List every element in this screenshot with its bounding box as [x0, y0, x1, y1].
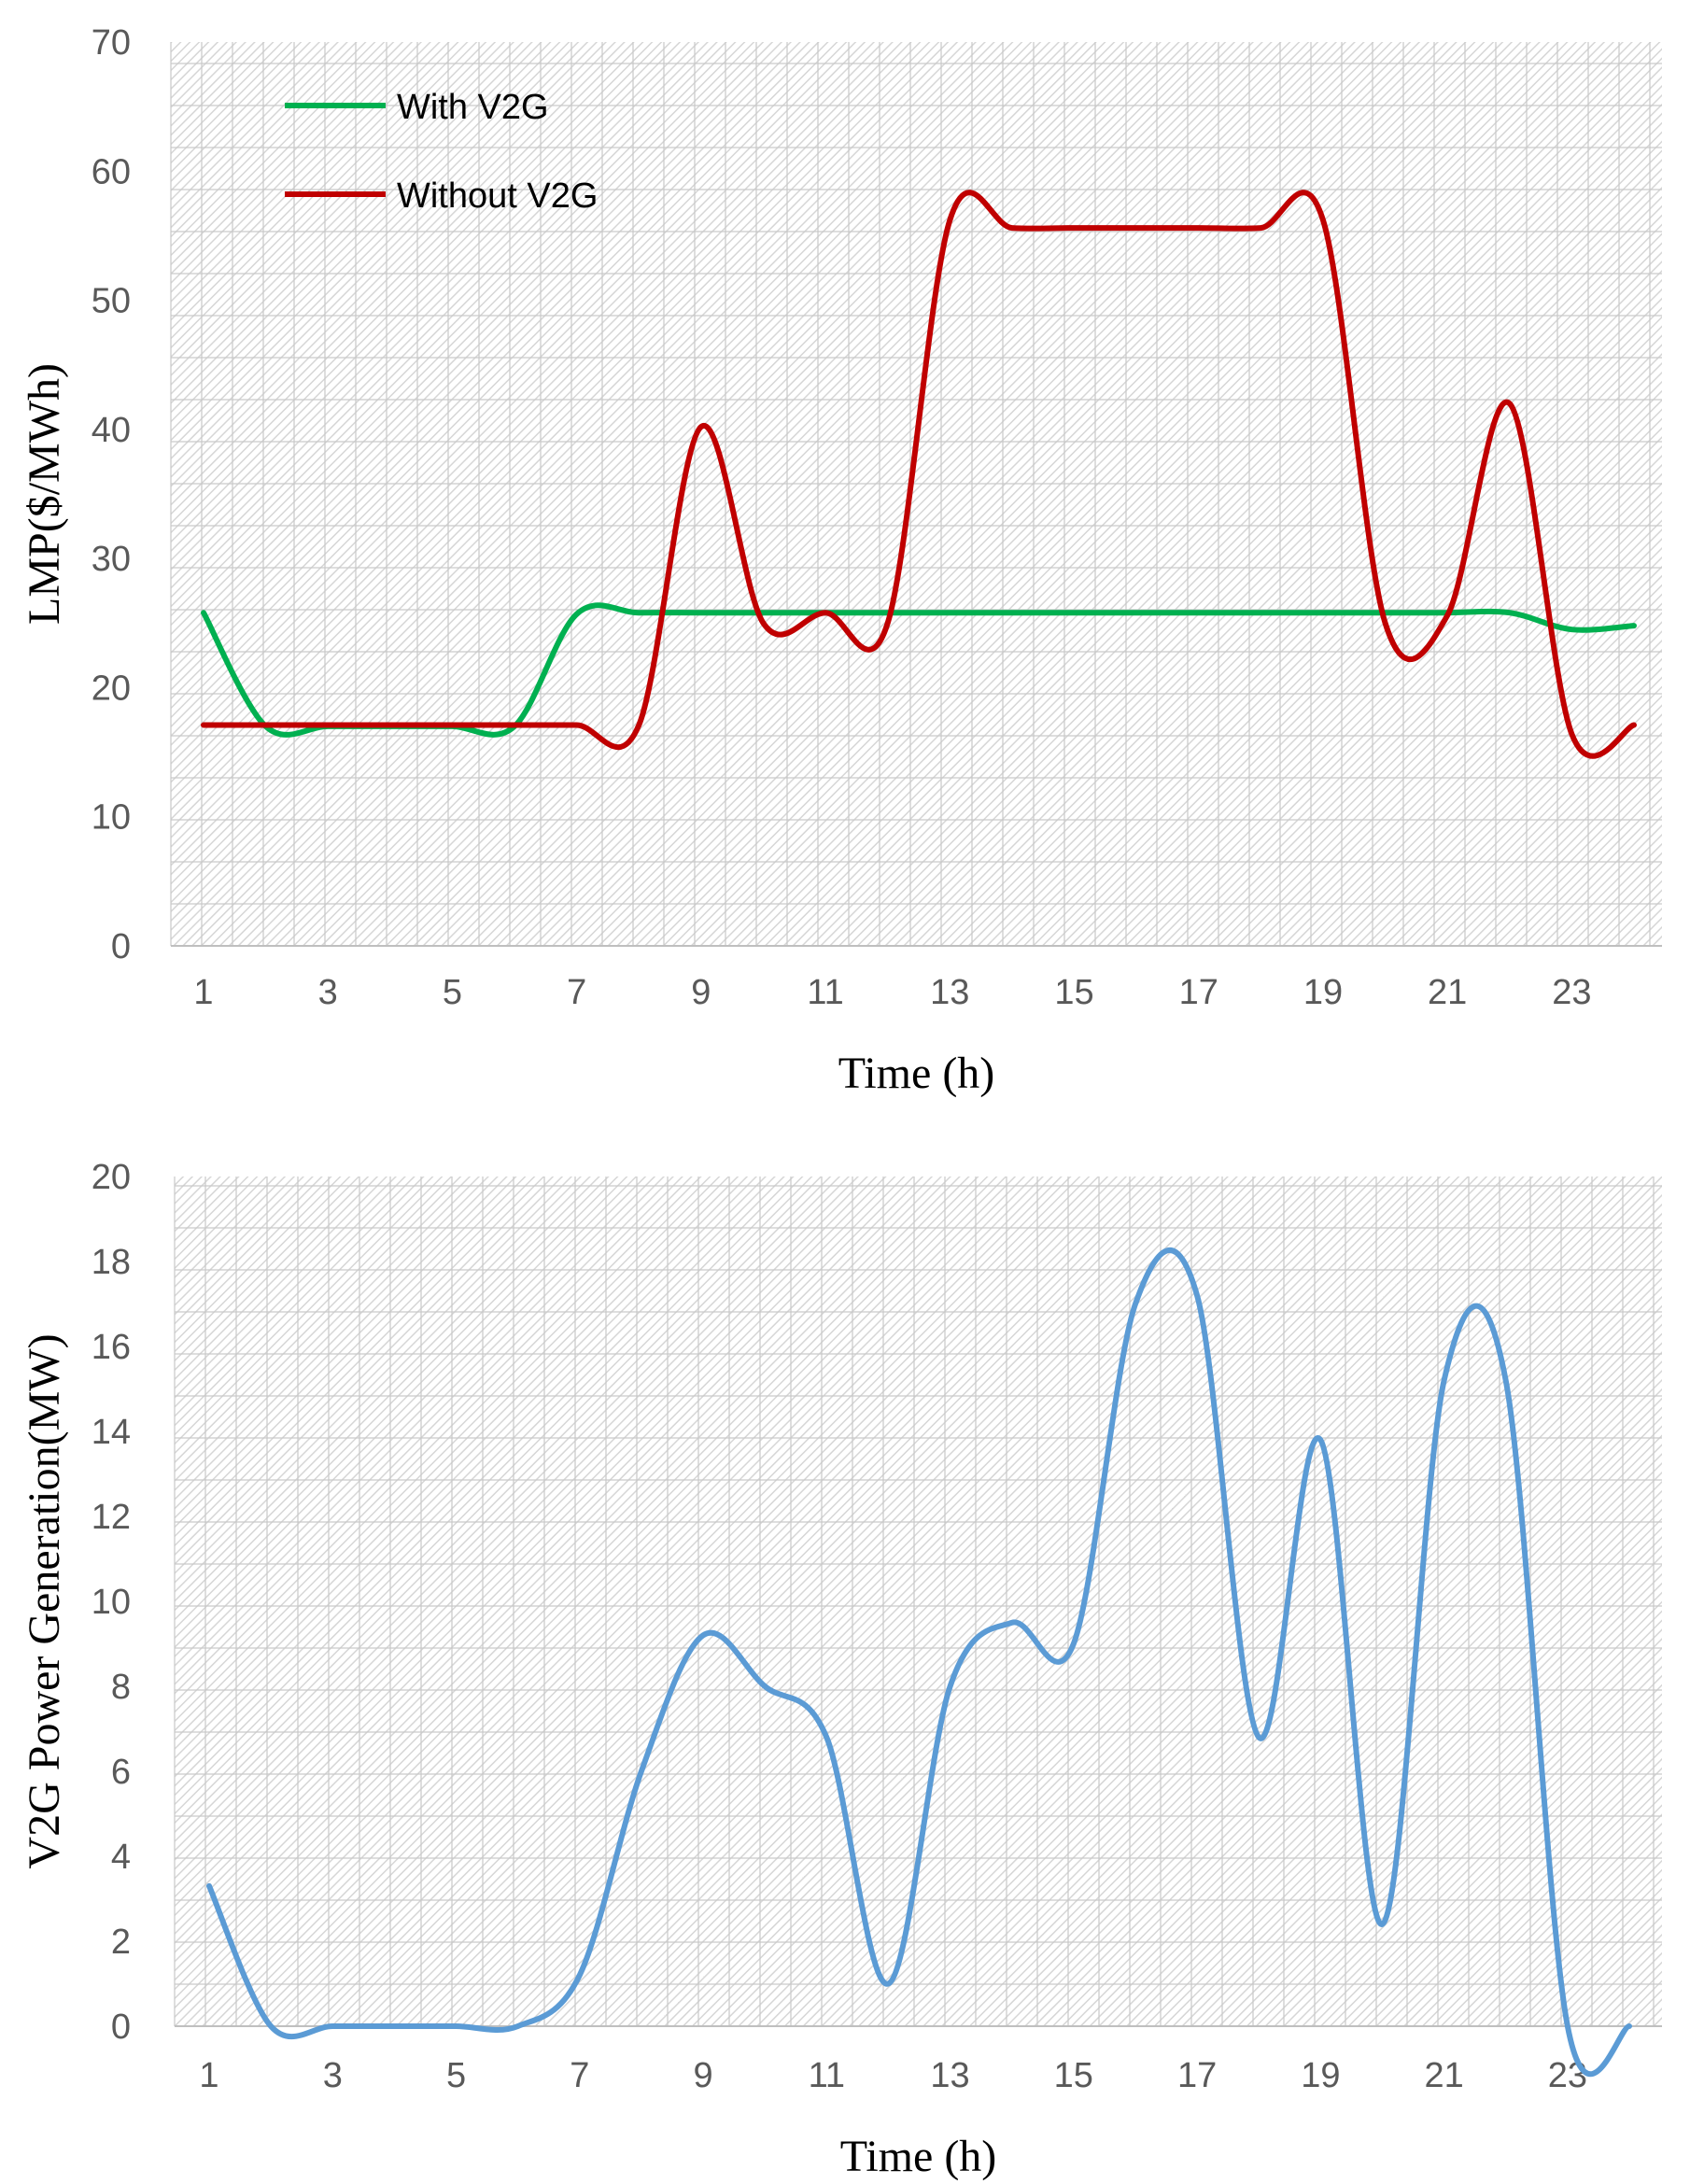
lmp-series [201, 190, 1637, 759]
x-tick-label: 21 [1428, 973, 1467, 1012]
y-tick-label: 70 [92, 23, 131, 63]
v2g-plot-area [175, 1177, 1662, 2026]
y-tick-label: 14 [92, 1413, 131, 1452]
x-tick-label: 17 [1177, 2056, 1217, 2095]
y-tick-label: 20 [92, 1158, 131, 1197]
y-tick-label: 2 [111, 1923, 131, 1962]
x-tick-label: 13 [930, 2056, 969, 2095]
y-tick-label: 16 [92, 1328, 131, 1367]
x-tick-label: 7 [567, 973, 586, 1012]
y-tick-label: 0 [111, 927, 131, 966]
x-tick-label: 5 [443, 973, 462, 1012]
lmp-x-axis-title: Time (h) [838, 1049, 995, 1098]
lmp-plot-area [171, 42, 1662, 946]
y-tick-label: 20 [92, 669, 131, 708]
v2g-series [206, 1247, 1632, 2078]
v2g-y-axis-title: V2G Power Generation(MW) [20, 1333, 69, 1868]
x-tick-label: 3 [318, 973, 338, 1012]
legend-with-v2g-label: With V2G [397, 88, 549, 127]
y-tick-label: 30 [92, 540, 131, 579]
y-tick-label: 8 [111, 1668, 131, 1707]
x-tick-label: 5 [446, 2056, 466, 2095]
series-line-without-v2g [201, 190, 1637, 759]
legend-without-v2g-label: Without V2G [397, 176, 598, 216]
x-tick-label: 9 [691, 973, 711, 1012]
lmp-legend: With V2G Without V2G [285, 88, 598, 216]
lmp-y-ticks: 0 10 20 30 40 50 60 70 [92, 23, 131, 966]
y-tick-label: 40 [92, 411, 131, 450]
x-tick-label: 23 [1548, 2056, 1587, 2095]
v2g-y-ticks: 0 2 4 6 8 10 12 14 16 18 20 [92, 1158, 131, 2047]
y-tick-label: 0 [111, 2008, 131, 2047]
x-tick-label: 15 [1054, 2056, 1093, 2095]
y-tick-label: 10 [92, 798, 131, 838]
y-tick-label: 6 [111, 1753, 131, 1792]
x-tick-label: 19 [1301, 2056, 1340, 2095]
x-tick-label: 17 [1179, 973, 1218, 1012]
x-tick-label: 1 [199, 2056, 218, 2095]
y-tick-label: 12 [92, 1498, 131, 1537]
y-tick-label: 50 [92, 282, 131, 321]
x-tick-label: 3 [323, 2056, 343, 2095]
x-tick-label: 1 [193, 973, 213, 1012]
y-tick-label: 10 [92, 1583, 131, 1622]
v2g-x-ticks: 1 3 5 7 9 11 13 15 17 19 21 23 [199, 2056, 1587, 2095]
x-tick-label: 9 [693, 2056, 712, 2095]
v2g-x-axis-title: Time (h) [840, 2132, 997, 2181]
x-tick-label: 11 [807, 973, 843, 1012]
x-tick-label: 19 [1303, 973, 1343, 1012]
x-tick-label: 7 [570, 2056, 589, 2095]
x-tick-label: 21 [1424, 2056, 1463, 2095]
lmp-y-axis-title: LMP($/MWh) [20, 363, 69, 625]
x-tick-label: 23 [1552, 973, 1591, 1012]
x-tick-label: 13 [930, 973, 969, 1012]
y-tick-label: 4 [111, 1838, 131, 1877]
lmp-x-ticks: 1 3 5 7 9 11 13 15 17 19 21 23 [193, 973, 1591, 1012]
series-line-v2g-generation [206, 1247, 1632, 2078]
y-tick-label: 60 [92, 152, 131, 191]
y-tick-label: 18 [92, 1243, 131, 1282]
x-tick-label: 11 [809, 2056, 845, 2095]
x-tick-label: 15 [1054, 973, 1093, 1012]
